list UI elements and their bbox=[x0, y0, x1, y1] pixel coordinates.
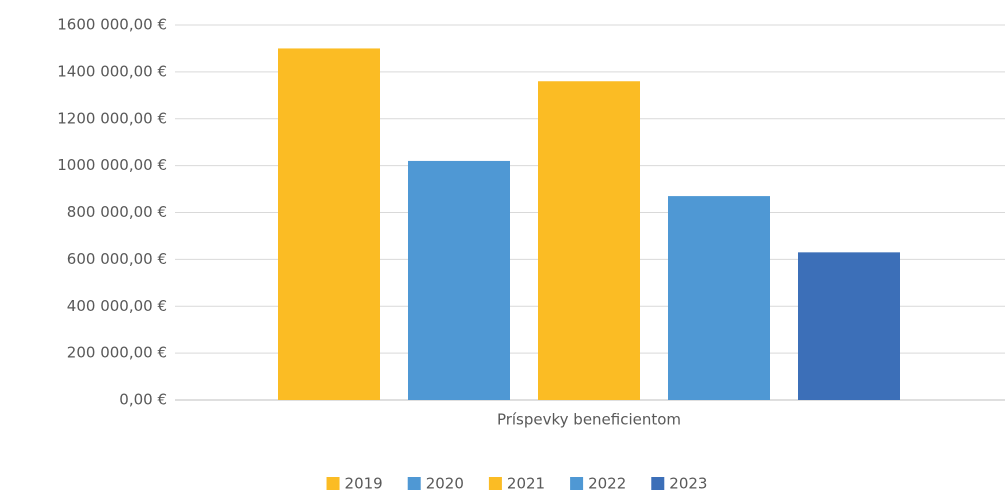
y-tick-label: 400 000,00 € bbox=[67, 297, 167, 315]
bar bbox=[668, 196, 770, 400]
y-tick-label: 600 000,00 € bbox=[67, 250, 167, 268]
legend-swatch bbox=[570, 477, 584, 490]
y-tick-label: 200 000,00 € bbox=[67, 344, 167, 362]
legend-swatch bbox=[488, 477, 502, 490]
x-tick-label: Príspevky beneficientom bbox=[497, 411, 681, 429]
legend-label: 2023 bbox=[669, 475, 707, 493]
y-tick-label: 1400 000,00 € bbox=[57, 62, 167, 80]
y-tick-label: 1600 000,00 € bbox=[57, 16, 167, 34]
bar bbox=[278, 48, 380, 400]
y-tick-label: 1200 000,00 € bbox=[57, 109, 167, 127]
bar bbox=[798, 252, 900, 400]
legend-label: 2022 bbox=[588, 475, 626, 493]
bar bbox=[538, 81, 640, 400]
legend-label: 2021 bbox=[507, 475, 545, 493]
y-tick-label: 1000 000,00 € bbox=[57, 156, 167, 174]
legend-swatch bbox=[651, 477, 665, 490]
y-tick-label: 0,00 € bbox=[119, 391, 167, 409]
bar bbox=[408, 160, 510, 400]
legend-swatch bbox=[407, 477, 421, 490]
y-tick-label: 800 000,00 € bbox=[67, 203, 167, 221]
legend-label: 2020 bbox=[426, 475, 464, 493]
legend-label: 2019 bbox=[345, 475, 383, 493]
legend-swatch bbox=[326, 477, 340, 490]
